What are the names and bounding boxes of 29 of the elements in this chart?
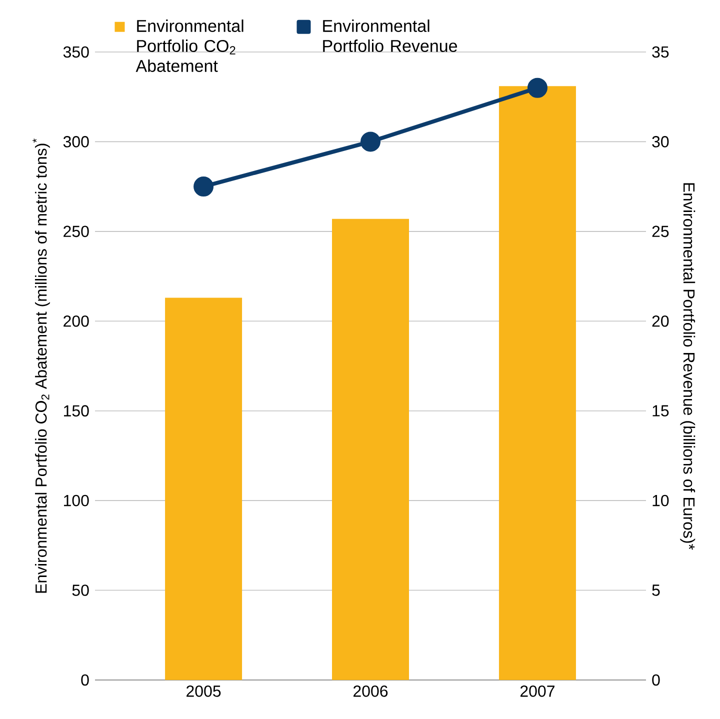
point bbox=[194, 176, 214, 197]
y-tick-label: 350 bbox=[63, 46, 89, 58]
x-tick-label: 2007 bbox=[520, 686, 554, 697]
bar bbox=[165, 298, 242, 680]
y2-tick-label: 15 bbox=[652, 405, 669, 416]
bar bbox=[498, 86, 576, 680]
y-axis-title: Environmental Portfolio CO$_{2}$ Abatement (millions of metric tons)$^{*}$ bbox=[32, 138, 50, 593]
y-tick-label: 250 bbox=[64, 226, 89, 238]
x-tick-label: 2006 bbox=[354, 686, 388, 697]
legend-label: Environmental Portfolio CO$_{2}$ Abatement bbox=[136, 20, 244, 72]
y2-tick-label: 30 bbox=[652, 136, 669, 148]
y2-axis-title: Environmental Portfolio Revenue (billions of Euros)* bbox=[680, 183, 696, 550]
y2-tick-label: 5 bbox=[652, 584, 660, 596]
x-tick-label: 2005 bbox=[186, 686, 221, 697]
y-tick-label: 150 bbox=[64, 405, 89, 417]
y2-tick-label: 35 bbox=[652, 46, 669, 58]
y-tick-label: 0 bbox=[81, 674, 89, 686]
bar bbox=[332, 218, 410, 680]
y-tick-label: 300 bbox=[63, 136, 89, 148]
y2-tick-label: 20 bbox=[652, 315, 669, 327]
legend-label: Environmental Portfolio Revenue bbox=[323, 20, 458, 52]
y-tick-label: 200 bbox=[64, 315, 89, 327]
point bbox=[360, 132, 381, 152]
y-tick-label: 50 bbox=[72, 584, 89, 596]
y2-tick-label: 0 bbox=[652, 674, 660, 686]
y2-tick-label: 10 bbox=[652, 494, 669, 506]
y-tick-label: 100 bbox=[64, 494, 89, 506]
y2-tick-label: 25 bbox=[652, 226, 669, 238]
point bbox=[527, 78, 548, 98]
